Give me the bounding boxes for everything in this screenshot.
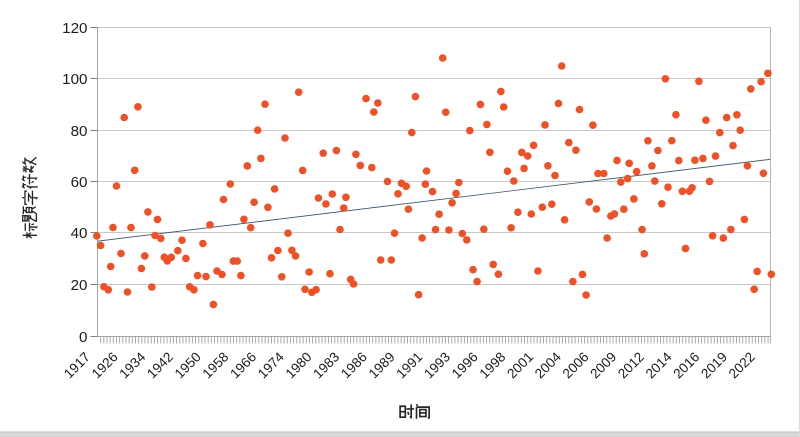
svg-text:2014: 2014 bbox=[643, 349, 675, 381]
svg-text:120: 120 bbox=[62, 20, 87, 37]
svg-text:2022: 2022 bbox=[726, 349, 758, 381]
svg-text:1983: 1983 bbox=[310, 349, 342, 381]
svg-text:1998: 1998 bbox=[477, 349, 509, 381]
svg-text:2001: 2001 bbox=[504, 349, 536, 381]
svg-text:1986: 1986 bbox=[338, 349, 370, 381]
svg-text:1966: 1966 bbox=[227, 349, 259, 381]
svg-text:80: 80 bbox=[71, 123, 88, 140]
svg-text:100: 100 bbox=[62, 71, 87, 88]
svg-text:2016: 2016 bbox=[670, 349, 702, 381]
svg-text:1942: 1942 bbox=[144, 349, 176, 381]
svg-text:40: 40 bbox=[71, 225, 88, 242]
svg-text:1991: 1991 bbox=[393, 349, 425, 381]
svg-text:2004: 2004 bbox=[532, 349, 564, 381]
svg-text:1926: 1926 bbox=[89, 349, 121, 381]
svg-text:1958: 1958 bbox=[200, 349, 232, 381]
svg-text:1996: 1996 bbox=[449, 349, 481, 381]
svg-text:2006: 2006 bbox=[560, 349, 592, 381]
svg-text:2019: 2019 bbox=[698, 349, 730, 381]
svg-text:2009: 2009 bbox=[587, 349, 619, 381]
svg-text:1980: 1980 bbox=[283, 349, 315, 381]
svg-text:1989: 1989 bbox=[366, 349, 398, 381]
svg-text:20: 20 bbox=[71, 277, 88, 294]
svg-text:1974: 1974 bbox=[255, 349, 287, 381]
svg-text:1950: 1950 bbox=[172, 349, 204, 381]
svg-text:1934: 1934 bbox=[116, 349, 148, 381]
svg-text:60: 60 bbox=[71, 174, 88, 191]
svg-text:0: 0 bbox=[79, 329, 87, 346]
svg-text:2012: 2012 bbox=[615, 349, 647, 381]
svg-text:1917: 1917 bbox=[61, 349, 93, 381]
svg-text:1993: 1993 bbox=[421, 349, 453, 381]
